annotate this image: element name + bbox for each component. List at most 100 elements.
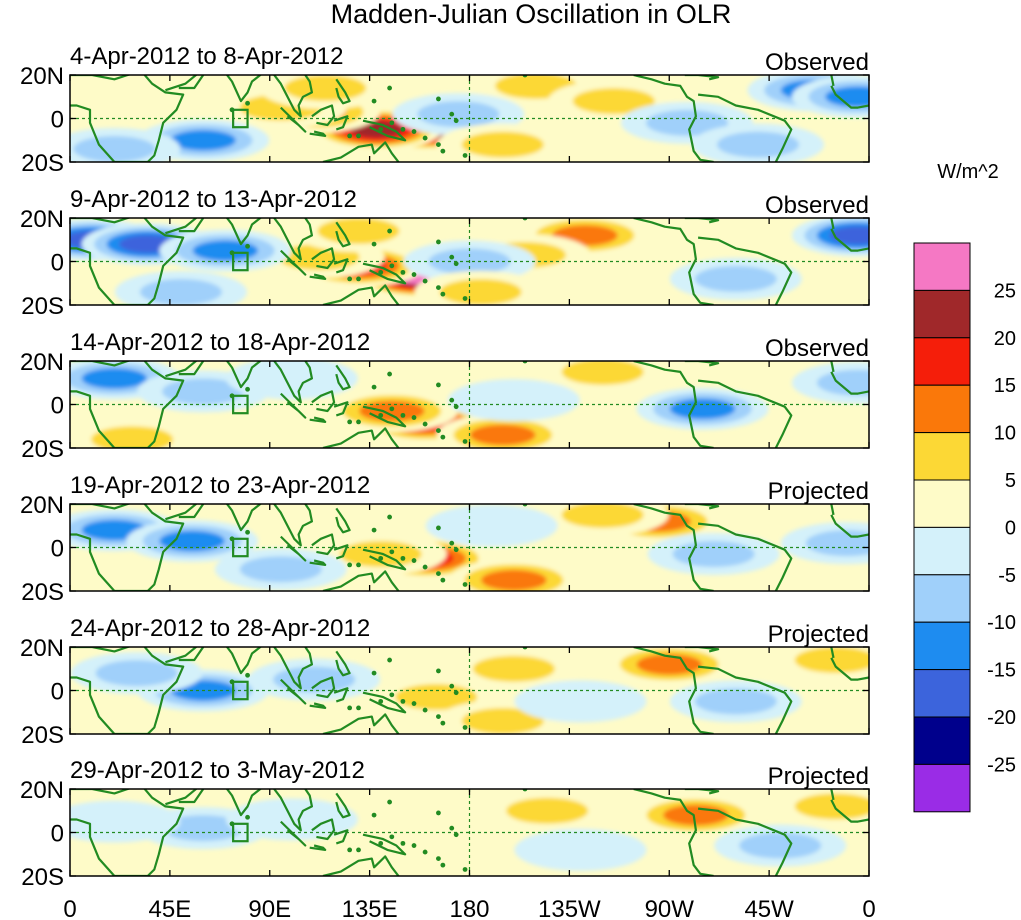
panel-period-label: 19-Apr-2012 to 23-Apr-2012 <box>70 472 370 499</box>
anomaly-contour <box>70 800 181 843</box>
coastline <box>830 75 835 87</box>
colorbar-tick-label: 10 <box>994 423 1016 445</box>
coastline <box>70 218 185 305</box>
island <box>387 228 392 234</box>
island <box>422 135 428 141</box>
coastline <box>311 247 336 270</box>
coastline <box>633 647 714 734</box>
coastline <box>225 361 263 389</box>
island <box>453 404 459 410</box>
island <box>371 812 377 818</box>
coastline <box>322 427 400 448</box>
colorbar-swatch <box>913 337 971 386</box>
anomaly-contour <box>481 569 547 591</box>
island <box>347 847 353 853</box>
coastline <box>165 789 205 806</box>
island <box>387 514 392 520</box>
coastline <box>70 647 185 734</box>
anomaly-field <box>70 647 869 734</box>
colorbar-swatch <box>913 621 971 671</box>
colorbar-tick-label: -15 <box>987 660 1016 682</box>
coastline <box>335 221 351 248</box>
island <box>436 428 441 433</box>
coastline <box>830 228 869 252</box>
coastline <box>322 713 400 734</box>
coastline <box>322 855 400 876</box>
coastline <box>697 379 793 448</box>
colorbar-tick-label: -10 <box>987 612 1016 634</box>
anomaly-contour <box>572 88 655 115</box>
y-tick-label: 0 <box>51 393 64 420</box>
coastlines <box>70 647 869 734</box>
panel-5: 20N 0 20S 24-Apr-2012 to 28-Apr-2012 Project… <box>20 615 870 749</box>
island <box>371 670 377 676</box>
island <box>245 100 250 106</box>
island <box>245 243 250 249</box>
island <box>245 814 250 820</box>
y-tick-label: 20S <box>21 864 64 891</box>
island <box>436 96 441 102</box>
island <box>356 705 361 711</box>
coastline <box>309 130 327 137</box>
island <box>400 555 406 561</box>
island <box>389 549 395 555</box>
anomaly-contour <box>816 369 869 396</box>
island <box>453 261 459 267</box>
coastline <box>280 535 307 562</box>
coastline <box>697 807 793 876</box>
anomaly-contour <box>461 707 544 734</box>
coastline <box>165 647 205 664</box>
anomaly-contour <box>669 398 736 420</box>
coastline <box>70 504 185 591</box>
anomaly-contour <box>447 379 580 422</box>
anomaly-contour <box>284 75 367 102</box>
island <box>440 862 446 868</box>
island <box>449 254 455 260</box>
island <box>462 582 468 587</box>
panel-1: 20N 0 20S 4-Apr-2012 to 8-Apr-2012 Observed <box>20 43 870 177</box>
coastline <box>830 371 869 395</box>
y-tick-label: 20S <box>21 722 64 749</box>
coastline <box>830 789 835 801</box>
coastline <box>309 559 327 566</box>
panel-6: 20N 0 20S 29-Apr-2012 to 3-May-2012 Projecte… <box>20 757 870 891</box>
anomaly-contour <box>506 797 589 824</box>
coastline <box>697 93 793 162</box>
coastline <box>309 416 327 423</box>
x-tick-label: 0 <box>862 896 875 920</box>
island <box>453 547 459 553</box>
anomaly-field <box>70 504 869 591</box>
colorbar-swatch <box>913 479 971 528</box>
anomaly-contour <box>472 655 555 682</box>
coastline <box>830 799 869 823</box>
anomaly-contour <box>73 135 156 162</box>
y-tick-label: 20S <box>21 150 64 177</box>
colorbar-tick-label: 15 <box>994 375 1016 397</box>
island <box>400 840 406 846</box>
coastline <box>633 361 714 448</box>
island <box>371 527 377 533</box>
anomaly-contour <box>514 828 647 871</box>
island <box>449 683 455 689</box>
island <box>436 810 441 816</box>
anomaly-contour <box>739 832 822 859</box>
anomaly-contour <box>170 129 236 151</box>
coastline <box>280 249 307 276</box>
island <box>422 421 428 427</box>
coastline <box>322 284 400 305</box>
y-tick-label: 0 <box>51 536 64 563</box>
island <box>245 386 250 392</box>
island <box>462 725 468 730</box>
island <box>453 690 459 696</box>
island <box>411 272 417 277</box>
coastline <box>280 678 307 705</box>
coastline <box>684 361 720 367</box>
colorbar-units-label: W/m^2 <box>937 161 999 183</box>
colorbar-swatch <box>913 289 971 339</box>
island <box>449 111 455 117</box>
coastline <box>309 844 327 851</box>
island <box>436 382 441 388</box>
anomaly-contour <box>794 647 869 674</box>
coastline <box>335 78 351 105</box>
coastline <box>225 647 263 675</box>
